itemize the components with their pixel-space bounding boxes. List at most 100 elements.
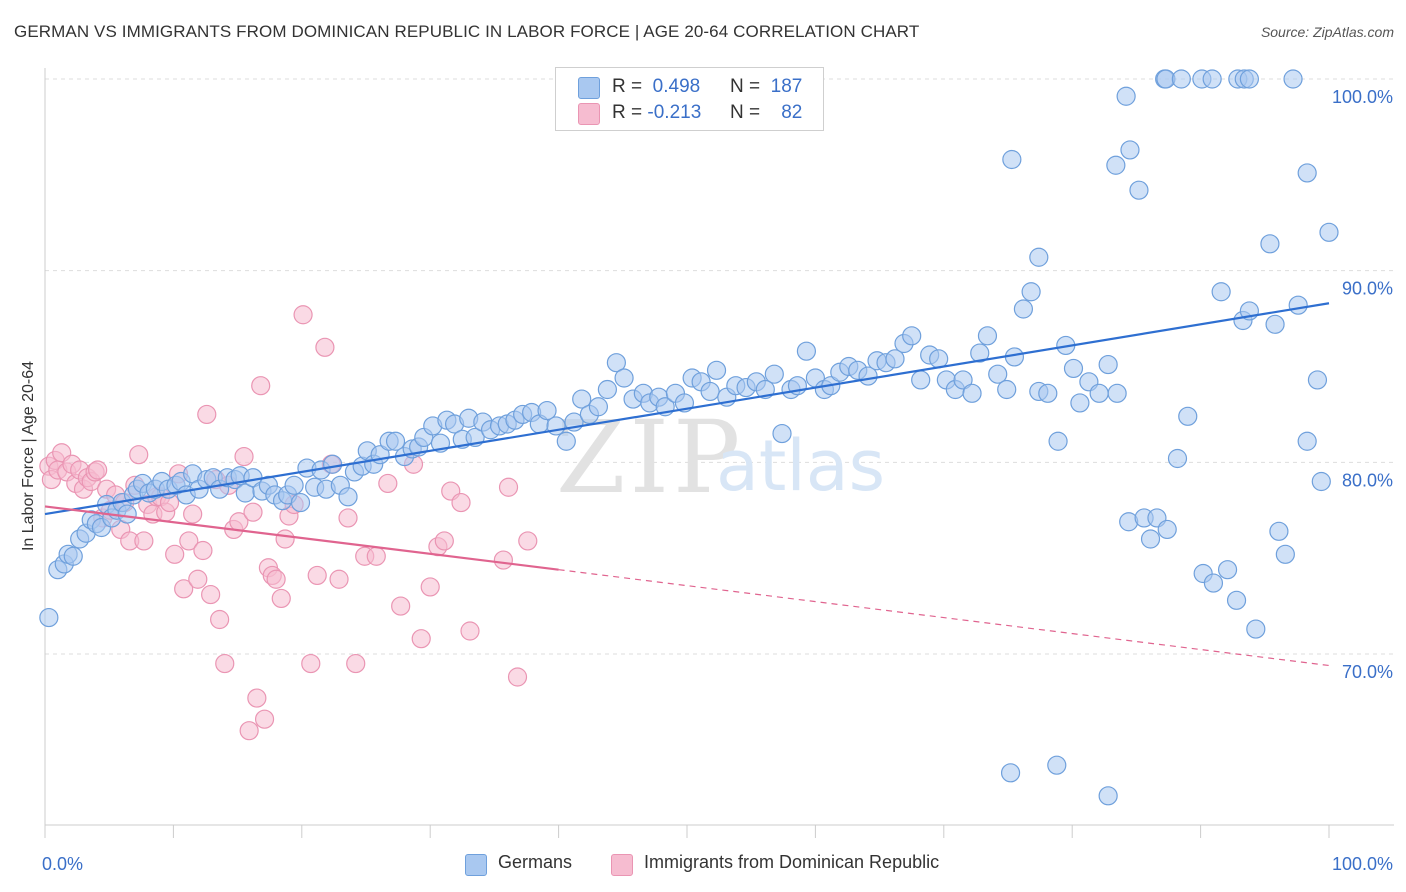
data-point: [1029, 247, 1049, 267]
legend-n-label: N =: [730, 102, 761, 123]
bottom-legend-label-germans: Germans: [498, 852, 573, 872]
data-point: [197, 404, 217, 425]
data-point: [1246, 619, 1266, 639]
data-point: [329, 569, 349, 589]
data-point: [1288, 295, 1308, 315]
data-point: [1283, 69, 1303, 89]
data-point: [193, 540, 213, 561]
data-point: [179, 531, 199, 551]
data-point: [215, 653, 235, 674]
legend-n-label: N =: [730, 76, 761, 97]
legend-swatch-dominican: [578, 103, 600, 125]
legend-n-value: 187: [770, 76, 803, 97]
data-point: [275, 529, 295, 549]
source-credit: Source: ZipAtlas.com: [1260, 24, 1394, 40]
data-point: [378, 473, 398, 494]
data-point: [210, 609, 230, 630]
data-point: [700, 381, 720, 402]
data-point: [1269, 521, 1289, 541]
data-point: [284, 475, 304, 495]
data-point: [1167, 448, 1188, 469]
data-point: [39, 607, 59, 628]
data-point: [1013, 299, 1034, 319]
bottom-legend-swatch-germans: [465, 854, 487, 876]
x-tick-label-min: 0.0%: [42, 854, 83, 874]
data-point: [885, 349, 905, 369]
x-tick-label-max: 100.0%: [1332, 854, 1393, 874]
data-point: [1106, 155, 1126, 175]
data-point: [346, 653, 366, 674]
data-point: [498, 477, 519, 497]
data-point: [1297, 431, 1317, 451]
dominican-trend-extension: [558, 569, 1330, 667]
data-point: [323, 454, 343, 474]
legend-swatch-germans: [578, 77, 600, 99]
data-point: [1002, 149, 1022, 170]
data-point: [1129, 180, 1149, 200]
data-point: [434, 531, 454, 551]
dominican-trend-line: [44, 505, 559, 571]
data-point: [706, 360, 727, 380]
data-point: [460, 621, 480, 641]
data-point: [796, 341, 817, 361]
watermark-atlas: atlas: [716, 425, 885, 507]
data-point: [1038, 383, 1058, 403]
data-point: [1319, 222, 1339, 242]
data-point: [391, 596, 411, 616]
data-point: [266, 569, 286, 589]
data-point: [962, 383, 982, 403]
data-point: [953, 370, 973, 390]
data-point: [1063, 358, 1084, 379]
data-point: [315, 337, 335, 357]
data-point: [134, 531, 154, 551]
y-tick-label: 70.0%: [1342, 662, 1393, 682]
legend-r-label: R =: [612, 102, 643, 123]
data-point: [188, 569, 208, 589]
data-point: [201, 584, 221, 605]
data-point: [1211, 282, 1231, 302]
data-point: [1021, 282, 1041, 302]
data-point: [1202, 69, 1222, 89]
data-point: [1116, 86, 1136, 106]
data-point: [911, 370, 931, 390]
data-point: [537, 400, 557, 421]
data-point: [1260, 234, 1280, 254]
data-point: [1307, 370, 1328, 390]
data-point: [518, 531, 538, 551]
legend-n-value: 82: [781, 102, 803, 123]
bottom-legend-label-dominican: Immigrants from Dominican Republic: [644, 852, 940, 872]
data-point: [243, 502, 263, 522]
data-point: [338, 508, 358, 528]
data-point: [411, 629, 431, 649]
data-point: [1107, 383, 1127, 403]
data-point: [366, 546, 386, 566]
bottom-legend-swatch-dominican: [611, 854, 633, 876]
watermark: ZIP atlas: [556, 399, 885, 516]
data-point: [301, 653, 321, 674]
y-tick-labels: 70.0% 80.0% 90.0% 100.0%: [1332, 87, 1393, 682]
data-point: [247, 688, 267, 708]
data-point: [183, 504, 203, 524]
data-point: [997, 379, 1017, 400]
axes: [44, 68, 1394, 838]
data-point: [385, 431, 406, 451]
data-point: [1120, 140, 1140, 160]
data-point: [597, 379, 617, 400]
data-point: [117, 504, 137, 524]
data-point: [1000, 763, 1021, 783]
data-point: [254, 709, 275, 729]
legend-r-value: 0.498: [652, 76, 701, 97]
data-point: [977, 326, 998, 346]
data-point: [293, 305, 313, 325]
data-point: [234, 446, 254, 467]
data-point: [988, 364, 1008, 384]
data-point: [1098, 786, 1118, 806]
data-point: [290, 492, 311, 513]
data-point: [1089, 383, 1109, 403]
data-point: [1203, 573, 1224, 593]
data-point: [165, 544, 185, 564]
data-point: [1275, 544, 1295, 564]
data-point: [493, 550, 513, 570]
data-point: [63, 546, 83, 566]
